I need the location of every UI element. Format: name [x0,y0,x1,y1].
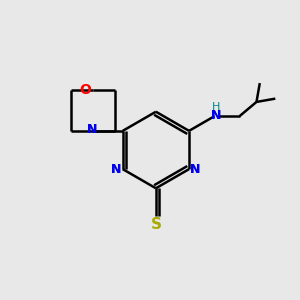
Text: N: N [190,163,201,176]
Text: S: S [150,217,161,232]
Text: N: N [211,109,221,122]
Text: N: N [111,163,122,176]
Text: N: N [87,123,97,136]
Text: N: N [190,163,201,176]
Text: N: N [111,163,122,176]
Text: H: H [212,102,220,112]
Text: O: O [79,82,91,97]
Text: N: N [211,109,221,122]
Text: N: N [87,123,97,136]
